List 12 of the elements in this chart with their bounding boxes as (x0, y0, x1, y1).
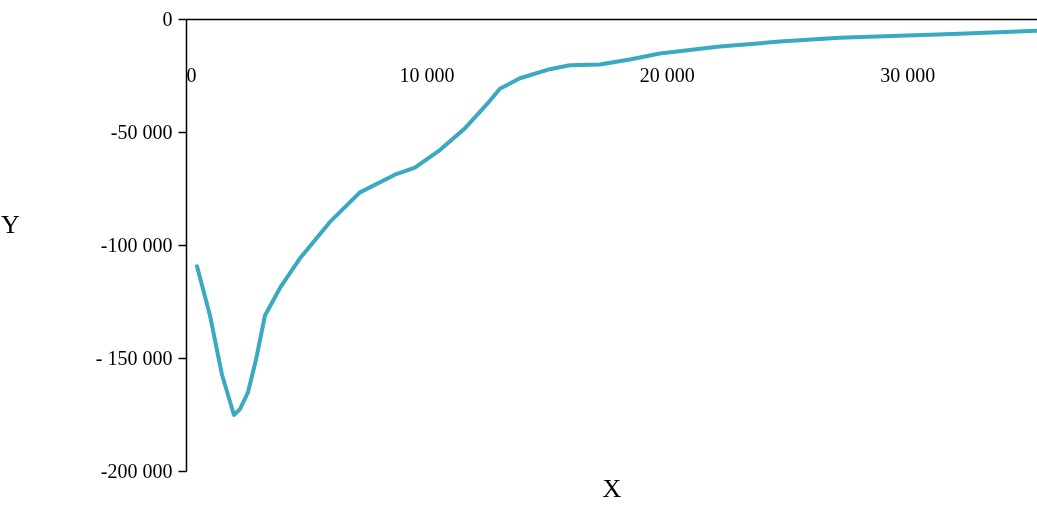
y-tick-label: -50 000 (110, 120, 173, 143)
line-series (194, 28, 1037, 417)
x-axis-title: X (602, 473, 622, 503)
x-tick-label: 0 (186, 63, 197, 86)
x-tick-label: 20 000 (639, 63, 695, 86)
x-tick-label: 10 000 (399, 63, 455, 86)
y-tick-label: 0 (162, 7, 173, 30)
y-tick-label: -200 000 (100, 459, 173, 482)
y-axis-title: Y (1, 209, 21, 239)
y-tick-label: -100 000 (100, 233, 173, 256)
x-tick-label: 30 000 (880, 63, 936, 86)
y-tick-label: - 150 000 (95, 346, 173, 369)
